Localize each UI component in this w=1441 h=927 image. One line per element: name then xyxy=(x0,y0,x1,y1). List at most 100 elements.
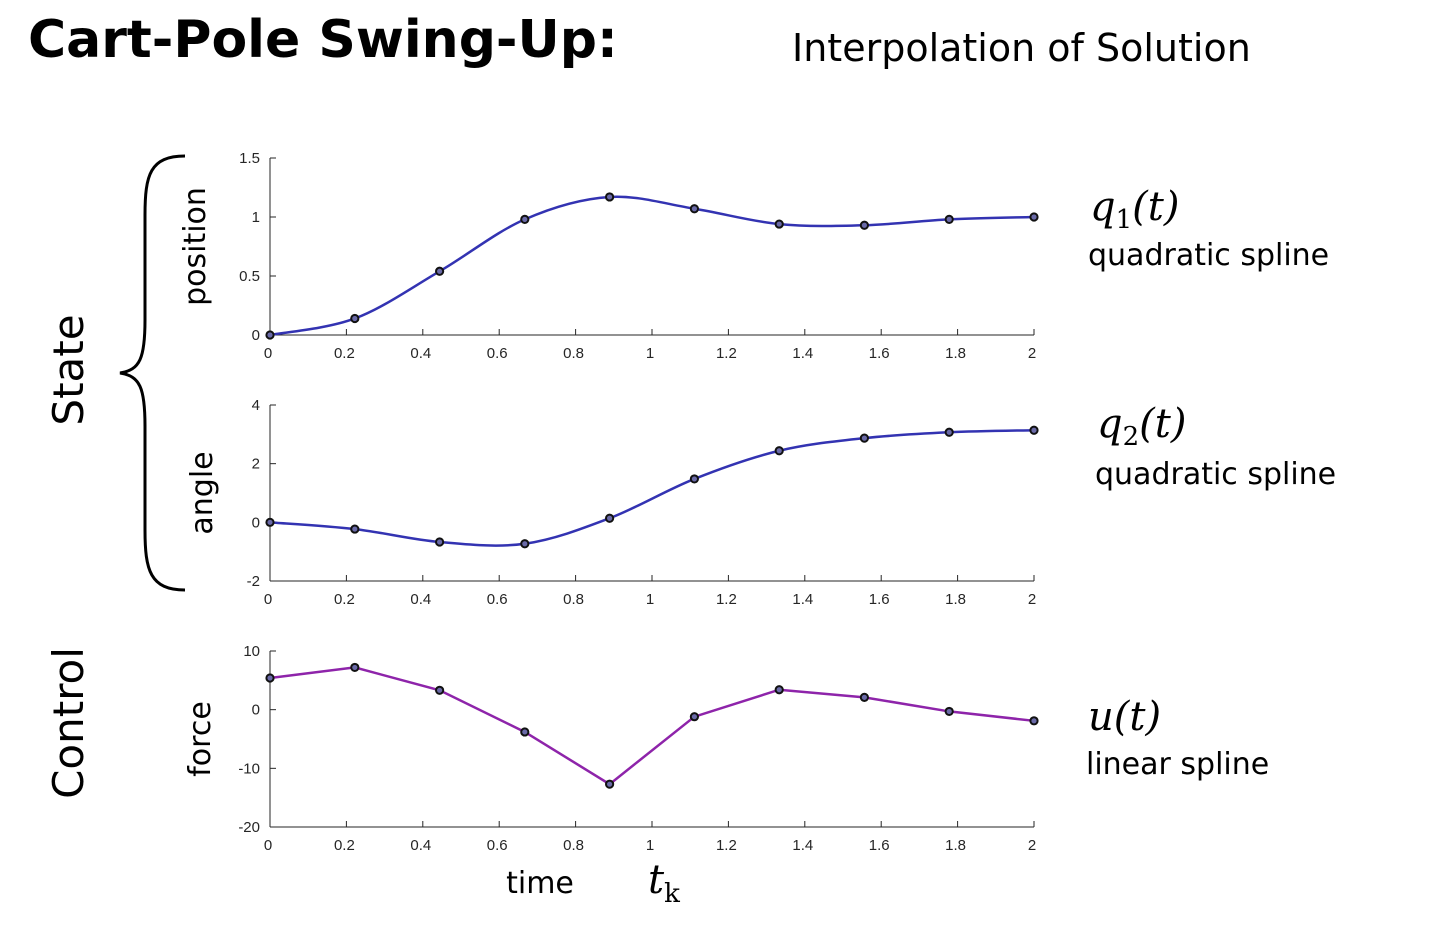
position-x-tick-label: 0.8 xyxy=(563,345,584,362)
position-x-tick-label: 2 xyxy=(1028,345,1036,362)
angle-data-point xyxy=(604,513,615,523)
position-data-point xyxy=(350,313,360,324)
state-label: State xyxy=(44,314,93,425)
force-series-line xyxy=(269,666,1035,786)
angle-data-point xyxy=(859,433,869,443)
force-data-point xyxy=(520,727,530,737)
angle-y-tick-label: 0 xyxy=(252,514,260,531)
angle-interpolation-note: quadratic spline xyxy=(1095,457,1336,492)
position-equation: q1(t) xyxy=(1090,184,1179,235)
control-label: Control xyxy=(44,647,93,799)
force-y-tick-label: 0 xyxy=(252,702,260,719)
position-x-tick-label: 1.8 xyxy=(945,345,966,362)
position-data-point xyxy=(1029,212,1039,222)
angle-y-label: angle xyxy=(185,451,220,534)
force-data-point xyxy=(944,706,954,717)
force-x-tick-label: 0.4 xyxy=(410,837,431,854)
angle-y-tick-label: 4 xyxy=(252,397,260,414)
knot-time-label: tk xyxy=(648,857,680,909)
force-y-tick-label: 10 xyxy=(243,643,260,660)
position-y-tick-label: 0 xyxy=(252,327,260,344)
angle-x-tick-label: 0.8 xyxy=(563,591,584,608)
knot-time-symbol: t xyxy=(648,857,665,903)
force-equation-arg: (t) xyxy=(1114,694,1161,740)
position-y-tick-label: 0.5 xyxy=(239,268,260,285)
force-x-tick-label: 0.6 xyxy=(487,837,508,854)
position-data-point xyxy=(435,266,445,276)
position-equation-subscript: 1 xyxy=(1116,205,1133,235)
force-data-point xyxy=(350,662,360,673)
knot-time-subscript: k xyxy=(664,879,680,909)
force-data-point xyxy=(604,779,615,789)
state-brace xyxy=(119,154,186,592)
position-x-tick-label: 1 xyxy=(646,345,654,362)
position-y-label: position xyxy=(178,187,213,306)
force-equation-symbol: u xyxy=(1088,694,1114,740)
angle-data-point xyxy=(774,446,784,456)
angle-x-tick-label: 1.4 xyxy=(792,591,813,608)
angle-y-tick-label: 2 xyxy=(252,456,260,473)
position-x-tick-label: 0 xyxy=(264,345,272,362)
angle-data-point xyxy=(944,427,954,437)
plot-force: 0 0.2 0.4 0.6 0.8 1 1.2 1.4 1.6 1.8 2 -20 -10 0 10 forc… xyxy=(183,643,1269,854)
force-x-tick-label: 2 xyxy=(1028,837,1036,854)
force-x-tick-label: 1.8 xyxy=(945,837,966,854)
slide-title: Cart-Pole Swing-Up: xyxy=(28,10,618,70)
position-series-line xyxy=(269,195,1035,337)
angle-x-tick-label: 1 xyxy=(646,591,654,608)
angle-x-tick-label: 1.6 xyxy=(869,591,890,608)
position-data-point xyxy=(859,220,869,230)
force-data-point xyxy=(859,692,869,702)
position-y-tick-label: 1.5 xyxy=(239,150,260,167)
angle-data-point xyxy=(689,474,700,484)
position-x-tick-label: 0.4 xyxy=(410,345,431,362)
angle-data-point xyxy=(520,539,530,549)
force-data-point xyxy=(774,685,784,695)
force-data-point xyxy=(1029,716,1039,726)
position-x-tick-label: 0.6 xyxy=(487,345,508,362)
angle-equation-subscript: 2 xyxy=(1123,422,1140,452)
force-y-label: force xyxy=(183,701,218,777)
position-x-tick-label: 1.6 xyxy=(869,345,890,362)
force-equation: u(t) xyxy=(1088,694,1161,740)
angle-equation: q2(t) xyxy=(1097,401,1186,452)
force-x-tick-label: 0.8 xyxy=(563,837,584,854)
angle-data-point xyxy=(265,517,275,527)
angle-series-line xyxy=(269,428,1035,547)
position-data-point xyxy=(689,204,700,214)
angle-x-tick-label: 1.2 xyxy=(716,591,737,608)
angle-equation-arg: (t) xyxy=(1139,401,1186,447)
angle-data-point xyxy=(1029,425,1039,435)
angle-x-tick-label: 0.6 xyxy=(487,591,508,608)
force-data-point xyxy=(689,712,700,722)
position-data-point xyxy=(604,192,615,202)
position-data-point xyxy=(265,330,275,340)
position-x-tick-label: 1.4 xyxy=(792,345,813,362)
x-axis-label: time xyxy=(506,866,574,901)
force-data-point xyxy=(265,673,275,683)
force-x-tick-label: 1 xyxy=(646,837,654,854)
plot-angle: 0 0.2 0.4 0.6 0.8 1 1.2 1.4 1.6 1.8 2-2024angleq2(… xyxy=(185,397,1336,608)
position-interpolation-note: quadratic spline xyxy=(1088,238,1329,273)
force-interpolation-note: linear spline xyxy=(1086,747,1269,782)
position-data-point xyxy=(774,219,784,229)
angle-x-tick-label: 0 xyxy=(264,591,272,608)
force-x-tick-label: 1.6 xyxy=(869,837,890,854)
slide-subtitle: Interpolation of Solution xyxy=(792,26,1251,70)
position-equation-arg: (t) xyxy=(1132,184,1179,230)
angle-y-tick-label: -2 xyxy=(247,573,260,590)
position-data-point xyxy=(944,214,954,224)
position-equation-symbol: q xyxy=(1090,184,1116,230)
angle-equation-symbol: q xyxy=(1097,401,1123,447)
angle-x-tick-label: 0.4 xyxy=(410,591,431,608)
position-data-point xyxy=(520,214,530,224)
position-y-tick-label: 1 xyxy=(252,209,260,226)
force-x-tick-label: 0 xyxy=(264,837,272,854)
force-x-tick-label: 1.2 xyxy=(716,837,737,854)
force-y-tick-label: -20 xyxy=(238,819,260,836)
angle-data-point xyxy=(350,524,360,534)
angle-data-point xyxy=(435,537,445,547)
angle-x-tick-label: 2 xyxy=(1028,591,1036,608)
